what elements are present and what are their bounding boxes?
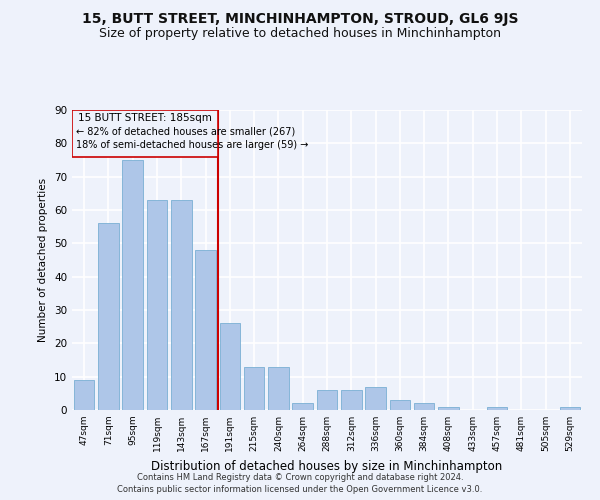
Bar	[487, 406, 508, 410]
Bar	[414, 404, 434, 410]
Bar	[146, 200, 167, 410]
Bar	[560, 406, 580, 410]
Text: Contains public sector information licensed under the Open Government Licence v3: Contains public sector information licen…	[118, 486, 482, 494]
Bar	[438, 406, 459, 410]
Bar	[244, 366, 265, 410]
Text: 18% of semi-detached houses are larger (59) →: 18% of semi-detached houses are larger (…	[76, 140, 308, 150]
Y-axis label: Number of detached properties: Number of detached properties	[38, 178, 49, 342]
Bar	[292, 404, 313, 410]
Bar	[195, 250, 216, 410]
Bar	[220, 324, 240, 410]
Bar	[341, 390, 362, 410]
Text: 15, BUTT STREET, MINCHINHAMPTON, STROUD, GL6 9JS: 15, BUTT STREET, MINCHINHAMPTON, STROUD,…	[82, 12, 518, 26]
Bar	[98, 224, 119, 410]
Bar	[72, 110, 218, 156]
Bar	[389, 400, 410, 410]
Bar	[365, 386, 386, 410]
Text: ← 82% of detached houses are smaller (267): ← 82% of detached houses are smaller (26…	[76, 126, 295, 136]
Bar	[171, 200, 191, 410]
Bar	[74, 380, 94, 410]
Text: Size of property relative to detached houses in Minchinhampton: Size of property relative to detached ho…	[99, 28, 501, 40]
Bar	[268, 366, 289, 410]
Text: 15 BUTT STREET: 185sqm: 15 BUTT STREET: 185sqm	[78, 114, 212, 124]
X-axis label: Distribution of detached houses by size in Minchinhampton: Distribution of detached houses by size …	[151, 460, 503, 472]
Text: Contains HM Land Registry data © Crown copyright and database right 2024.: Contains HM Land Registry data © Crown c…	[137, 473, 463, 482]
Bar	[317, 390, 337, 410]
Bar	[122, 160, 143, 410]
